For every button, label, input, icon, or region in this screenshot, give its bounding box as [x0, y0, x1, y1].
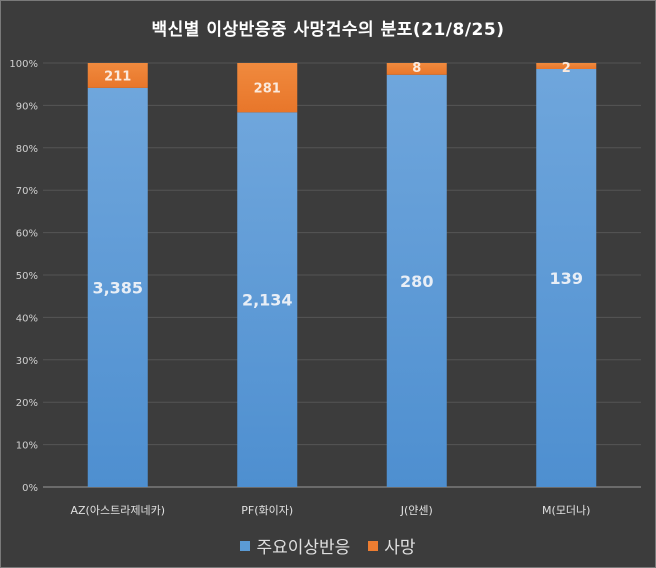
x-tick-label: AZ(아스트라제네카) [71, 504, 165, 517]
y-tick-label: 20% [16, 398, 38, 409]
bar-segment [386, 74, 447, 488]
legend-label-series-1: 주요이상반응 [256, 538, 351, 558]
chart-legend: 주요이상반응 사망 [1, 533, 655, 558]
data-label: 2 [562, 61, 571, 76]
x-tick-label: J(얀센) [400, 503, 433, 517]
y-tick-label: 10% [16, 441, 38, 452]
y-tick-label: 90% [16, 101, 38, 112]
y-tick-label: 80% [16, 144, 38, 155]
bar-segment [87, 87, 148, 487]
y-tick-label: 30% [16, 356, 38, 367]
y-tick-label: 50% [16, 271, 38, 282]
y-tick-label: 100% [9, 59, 38, 70]
legend-swatch-series-2 [368, 540, 379, 551]
bar-segment [536, 63, 597, 70]
legend-item-series-1: 주요이상반응 [240, 533, 350, 558]
x-tick-label: M(모더나) [542, 504, 590, 517]
data-label: 3,385 [92, 278, 143, 297]
bar-segment [87, 63, 148, 88]
data-label: 139 [550, 269, 583, 288]
bar-segment [386, 63, 447, 75]
data-label: 280 [400, 272, 433, 291]
data-label: 211 [104, 69, 131, 84]
legend-label-series-2: 사망 [384, 538, 416, 558]
y-tick-label: 40% [16, 313, 38, 324]
bar-segment [237, 112, 298, 487]
y-tick-label: 60% [16, 229, 38, 240]
data-label: 8 [412, 61, 421, 76]
legend-swatch-series-1 [240, 540, 251, 551]
data-label: 281 [254, 82, 281, 97]
y-tick-label: 70% [16, 186, 38, 197]
bar-segment [237, 63, 298, 113]
legend-item-series-2: 사망 [368, 533, 416, 558]
data-label: 2,134 [242, 291, 293, 310]
bar-segment [536, 69, 597, 487]
x-tick-label: PF(화이자) [241, 504, 293, 517]
chart-title: 백신별 이상반응중 사망건수의 분포(21/8/25) [151, 20, 505, 40]
y-tick-label: 0% [22, 483, 38, 494]
